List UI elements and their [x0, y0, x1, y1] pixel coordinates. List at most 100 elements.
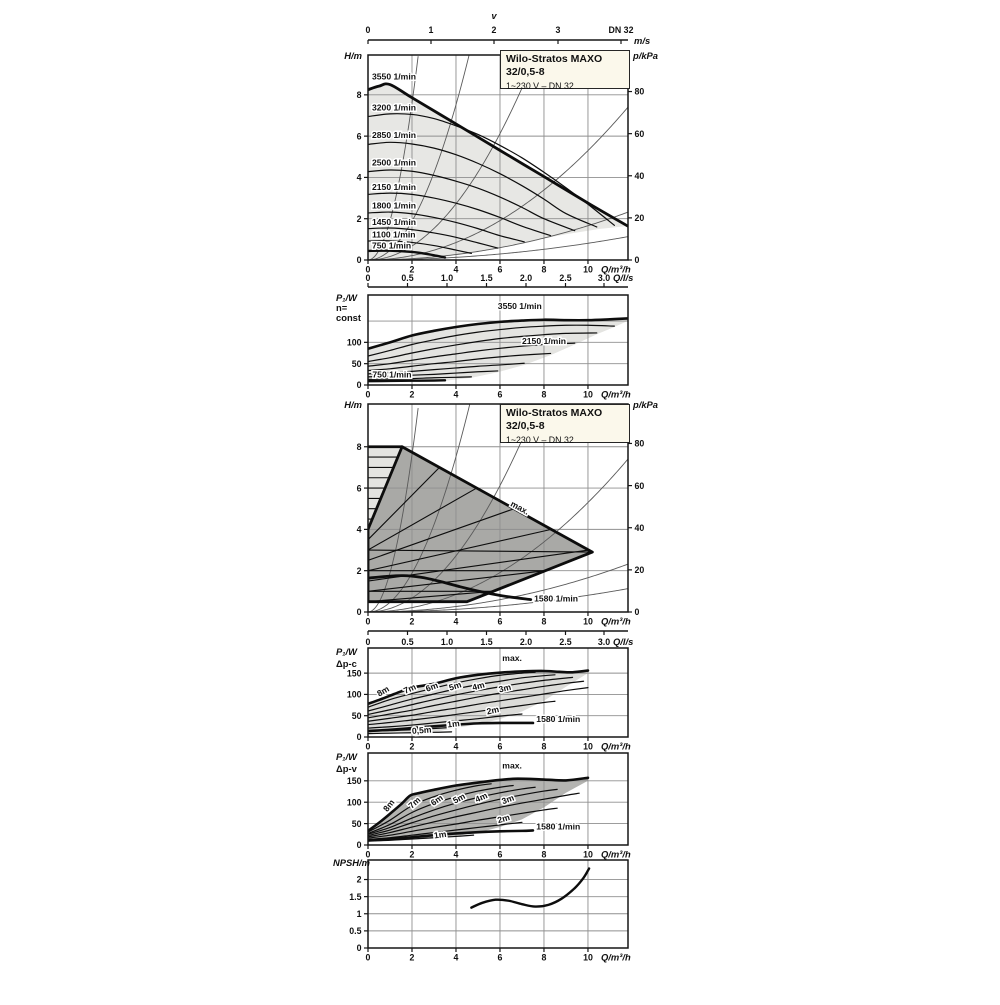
power-2850: [368, 332, 598, 363]
y-tick-label: 8: [357, 442, 362, 452]
power-2m: [368, 713, 523, 729]
x-tick-label: 0: [366, 390, 371, 400]
y-tick-label: 4: [357, 525, 362, 535]
right-tick-label: 80: [635, 439, 645, 449]
flow-ls-scale-lower: 0 0.5 1.0 1.5 2.0 2.5 3.0 Q/l/s: [366, 630, 633, 647]
dpv-line-1m: [368, 590, 494, 603]
right-tick-label: 20: [635, 565, 645, 575]
power-7m: [368, 784, 514, 835]
x-tick-label: 4: [454, 742, 459, 752]
right-tick-label: 60: [635, 481, 645, 491]
y-tick-label: 1: [357, 909, 362, 919]
right-tick-label: 0: [635, 607, 640, 617]
curve-1450: [368, 227, 499, 249]
x-tick-label: 10: [583, 953, 593, 963]
system-guide-curve: [368, 56, 419, 260]
scale-title: m/s: [634, 35, 650, 46]
x-tick-label: 8: [542, 850, 547, 860]
y-tick-label: 0: [357, 255, 362, 265]
axis-title: H/m: [344, 399, 362, 410]
y-tick-label: 100: [347, 338, 362, 348]
y-tick-label: 0: [357, 840, 362, 850]
velocity-scale: 0 1 2 3 DN 32 v m/s: [366, 10, 651, 46]
x-tick-label: 6: [498, 265, 503, 275]
system-guide-curve: [368, 106, 628, 260]
curve-label: 3550 1/min: [372, 71, 416, 81]
dpv-line-4m: [368, 528, 552, 572]
axis-title: const: [336, 312, 361, 323]
pump-electrical-info: 1~230 V – DN 32: [506, 80, 574, 91]
system-guide-curve: [368, 55, 537, 260]
dpv-line-2m: [368, 570, 546, 592]
npsh: [470, 867, 591, 909]
scale-tick-label: 1.5: [480, 273, 492, 283]
setting-range-border: [368, 445, 594, 604]
x-tick-label: 0: [366, 850, 371, 860]
axis-title: Δp-v: [336, 763, 358, 774]
scale-tick-label: DN 32: [609, 25, 634, 35]
power-max: [368, 669, 590, 706]
x-tick-label: 6: [498, 742, 503, 752]
curve-label: 750 1/min: [372, 370, 411, 380]
axis-title: p/kPa: [632, 399, 658, 410]
scale-title: Q/l/s: [613, 272, 633, 283]
x-tick-label: 10: [583, 850, 593, 860]
x-tick-label: 4: [454, 265, 459, 275]
x-tick-label: 0: [366, 953, 371, 963]
axis-title: Q/m³/h: [601, 389, 631, 400]
curve-2150: [368, 192, 552, 237]
x-tick-label: 6: [498, 850, 503, 860]
x-tick-label: 4: [454, 617, 459, 627]
system-guide-curve: [368, 458, 628, 612]
plot-area: [368, 404, 628, 612]
axis-title: Q/m³/h: [601, 264, 631, 275]
power-8m: [368, 783, 492, 833]
right-tick-label: 0: [635, 255, 640, 265]
power-1800: [368, 362, 525, 375]
y-tick-label: 2: [357, 875, 362, 885]
curve-label: 2150 1/min: [372, 182, 416, 192]
y-tick-label: 8: [357, 90, 362, 100]
scale-title: Q/l/s: [613, 636, 633, 647]
axis-title: Q/m³/h: [601, 741, 631, 752]
right-tick-label: 80: [635, 87, 645, 97]
x-tick-label: 10: [583, 617, 593, 627]
power-1450: [368, 370, 499, 378]
x-tick-label: 2: [410, 390, 415, 400]
x-tick-label: 0: [366, 265, 371, 275]
y-tick-label: 1.5: [349, 892, 361, 902]
x-tick-label: 6: [498, 617, 503, 627]
scale-tick-label: 0: [366, 637, 371, 647]
axis-title: Q/m³/h: [601, 616, 631, 627]
curve-label: 3m: [498, 682, 513, 695]
curve-label: 0,5m: [412, 725, 433, 736]
pump-electrical-info: 1~230 V – DN 32: [506, 434, 574, 445]
y-tick-label: 0: [357, 380, 362, 390]
power-750: [368, 379, 447, 383]
x-tick-label: 8: [542, 742, 547, 752]
x-tick-label: 6: [498, 390, 503, 400]
curve-label: 3550 1/min: [498, 301, 542, 311]
plot-border: [367, 294, 629, 386]
y-tick-label: 0: [357, 732, 362, 742]
power-4m: [368, 792, 580, 838]
power-6m: [368, 676, 574, 716]
pump-series-name: Wilo-Stratos MAXO: [506, 407, 603, 419]
scale-tick-label: 0: [366, 273, 371, 283]
y-tick-label: 4: [357, 173, 362, 183]
axis-title: P₁/W: [336, 292, 358, 303]
curve-3200: [368, 113, 615, 226]
pump-series-name: Wilo-Stratos MAXO: [506, 53, 603, 65]
curve-750: [368, 249, 447, 259]
curve-label: 1580 1/min: [534, 593, 578, 603]
plot-border: [367, 752, 629, 846]
x-tick-label: 10: [583, 742, 593, 752]
x-tick-label: 10: [583, 265, 593, 275]
scale-tick-label: 0: [366, 25, 371, 35]
x-tick-label: 6: [498, 953, 503, 963]
x-tick-label: 4: [454, 850, 459, 860]
